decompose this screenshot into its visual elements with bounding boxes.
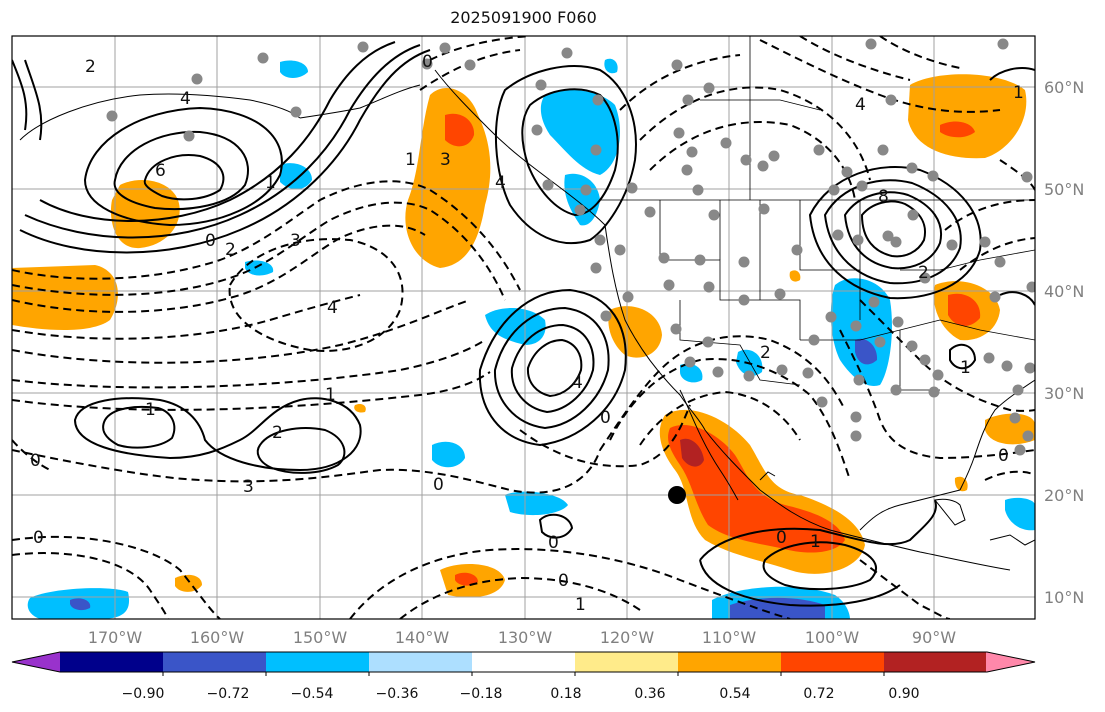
colorbar-tick-label: 0.72 [803,686,834,702]
colorbar-segment [472,652,576,672]
contour-label: 8 [878,187,889,207]
colorbar-tick-label: −0.90 [122,686,165,702]
negative-anomaly-fills [27,58,1035,619]
contour-label: 1 [810,532,821,552]
contour-label: 0 [998,446,1009,466]
contour-label: 4 [327,298,338,318]
contour-label: 2 [272,423,283,443]
contour-label: 0 [548,533,559,553]
contour-label: 4 [180,89,191,109]
colorbar-tick-label: −0.18 [460,686,503,702]
highlight-point [668,486,686,504]
contour-label: 4 [572,373,583,393]
contour-label: 0 [558,571,569,591]
contour-label: 0 [205,231,216,251]
map-title: 2025091900 F060 [450,8,597,27]
contour-label: 1 [325,385,336,405]
contour-label: 1 [960,358,971,378]
contour-label: 0 [776,528,787,548]
contour-label: 1 [575,595,586,615]
colorbar-segment [369,652,473,672]
contour-label: 0 [33,528,44,548]
colorbar-tick-label: −0.54 [291,686,334,702]
lon-label: 160°W [190,628,245,647]
contour-label: 0 [422,52,433,72]
latitude-labels: 60°N 50°N 40°N 30°N 20°N 10°N [1044,78,1084,607]
colorbar-tick-label: 0.54 [719,686,750,702]
colorbar [11,651,1036,676]
lon-label: 100°W [805,628,860,647]
colorbar-tick-label: 0.90 [888,686,919,702]
contour-label: 3 [440,150,451,170]
contour-label: 1 [145,400,156,420]
contour-label: 2 [918,263,929,283]
lon-label: 130°W [498,628,553,647]
colorbar-tick-label: −0.36 [376,686,419,702]
colorbar-extend-low [12,652,61,672]
lat-label: 50°N [1044,180,1084,199]
contour-label: 6 [155,161,166,181]
colorbar-segment [60,652,164,672]
lon-label: 90°W [912,628,956,647]
dashed-contours [12,36,1035,619]
solid-contours [12,41,1035,607]
colorbar-segment [575,652,679,672]
colorbar-segment [884,652,988,672]
state-borders [600,36,1035,391]
lon-label: 140°W [395,628,450,647]
colorbar-tick-label: −0.72 [207,686,250,702]
contour-labels: 2 4 6 1 0 3 4 3 1 0 1 2 4 0 0 1 0 2 3 4 … [30,52,1024,615]
colorbar-tick-label: 0.18 [550,686,581,702]
contour-label: 3 [243,477,254,497]
contour-label: 1 [265,173,276,193]
lon-label: 170°W [88,628,143,647]
contour-label: 4 [855,95,866,115]
lat-label: 60°N [1044,78,1084,97]
contour-label: 1 [405,150,416,170]
colorbar-segment [678,652,782,672]
contour-label: 0 [30,451,41,471]
colorbar-segment [266,652,370,672]
contour-label: 2 [760,343,771,363]
contour-label: 2 [85,57,96,77]
lat-label: 20°N [1044,486,1084,505]
contour-label: 0 [433,475,444,495]
lat-label: 10°N [1044,588,1084,607]
colorbar-segment [781,652,885,672]
colorbar-tick-label: 0.36 [634,686,665,702]
contour-label: 2 [225,240,236,260]
lat-label: 30°N [1044,384,1084,403]
colorbar-segment [163,652,267,672]
positive-anomaly-fills [12,74,1035,598]
contour-label: 4 [495,173,506,193]
colorbar-outline [11,651,1036,673]
lon-label: 120°W [600,628,655,647]
colorbar-extend-high [986,652,1035,672]
lon-label: 110°W [702,628,757,647]
contour-label: 1 [1013,83,1024,103]
lat-label: 40°N [1044,282,1084,301]
station-dots [106,38,1035,456]
longitude-labels: 170°W 160°W 150°W 140°W 130°W 120°W 110°… [88,628,956,647]
contour-label: 0 [600,408,611,428]
lon-label: 150°W [293,628,348,647]
map-plot-area: 2 4 6 1 0 3 4 3 1 0 1 2 4 0 0 1 0 2 3 4 … [12,36,1035,619]
coastlines [19,69,1035,571]
map-frame [11,35,1036,620]
colorbar-tick-labels: −0.90 −0.72 −0.54 −0.36 −0.18 0.18 0.36 … [122,686,920,702]
contour-label: 3 [290,231,301,251]
